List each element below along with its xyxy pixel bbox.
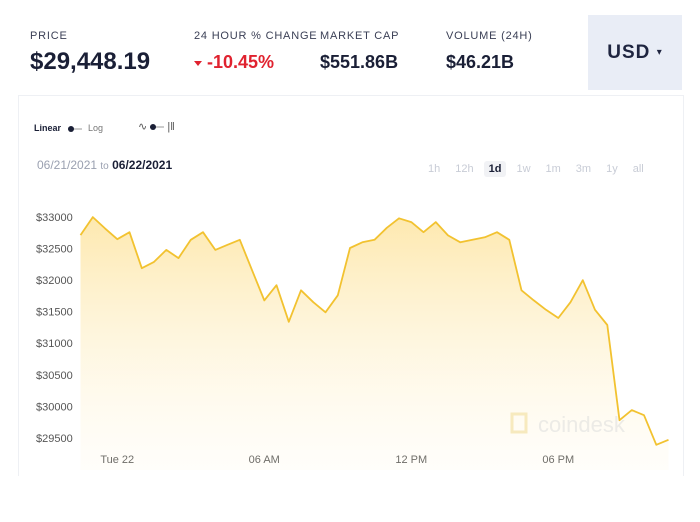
volume-stat: VOLUME (24H) $46.21B [446, 30, 533, 73]
timeframe-button[interactable]: 12h [455, 163, 474, 175]
date-range: 06/21/2021 to 06/22/2021 [37, 158, 172, 172]
date-to-word: to [100, 161, 109, 172]
y-tick-label: $32000 [36, 275, 73, 287]
volume: $46.21B [446, 52, 515, 72]
y-tick-label: $32500 [36, 244, 73, 256]
area-fill [80, 217, 669, 470]
currency-select[interactable]: USD ▾ [588, 15, 682, 90]
scale-option[interactable]: Log [88, 123, 104, 133]
timeframe-button[interactable]: 1h [428, 163, 441, 175]
header: PRICE $29,448.19 24 HOUR % CHANGE -10.45… [0, 0, 700, 95]
price: $29,448.19 [30, 48, 151, 75]
currency[interactable]: USD [607, 41, 651, 63]
date-to[interactable]: 06/22/2021 [112, 158, 173, 172]
timeframe-button[interactable]: 1y [606, 163, 618, 175]
label: 24 HOUR % CHANGE [194, 30, 318, 42]
market-cap-stat: MARKET CAP $551.86B [320, 30, 399, 73]
timeframes: 1h 12h 1d 1w 1m 3m 1y all [418, 161, 649, 177]
chart-panel [18, 95, 684, 476]
timeframe-button[interactable]: 1m [545, 163, 561, 175]
scale-toggle[interactable]: Linear Log [34, 123, 103, 133]
timeframe-button[interactable]: 3m [575, 163, 592, 175]
change-stat: 24 HOUR % CHANGE -10.45% [194, 30, 317, 73]
timeframe-button[interactable]: 1w [516, 163, 531, 175]
label: MARKET CAP [320, 30, 400, 42]
y-tick-label: $31000 [36, 338, 73, 350]
label: VOLUME (24H) [446, 30, 533, 42]
chart-type-toggle[interactable]: ∿ |‖ [138, 121, 175, 133]
y-tick-label: $30000 [36, 401, 73, 413]
y-tick-label: $31500 [36, 307, 73, 319]
y-tick-label: $29500 [36, 433, 73, 445]
timeframe-button[interactable]: all [632, 163, 644, 175]
label: PRICE [30, 30, 68, 42]
date-from[interactable]: 06/21/2021 [37, 158, 98, 172]
scale-option[interactable]: Linear [34, 123, 62, 133]
y-tick-label: $33000 [36, 212, 73, 224]
price-stat: PRICE $29,448.19 [30, 30, 150, 76]
change-row: -10.45% [194, 52, 317, 73]
change: -10.45% [207, 52, 275, 72]
y-tick-label: $30500 [36, 370, 73, 382]
timeframe-button[interactable]: 1d [483, 161, 507, 177]
price-line [79, 216, 669, 446]
market-cap: $551.86B [320, 52, 399, 72]
